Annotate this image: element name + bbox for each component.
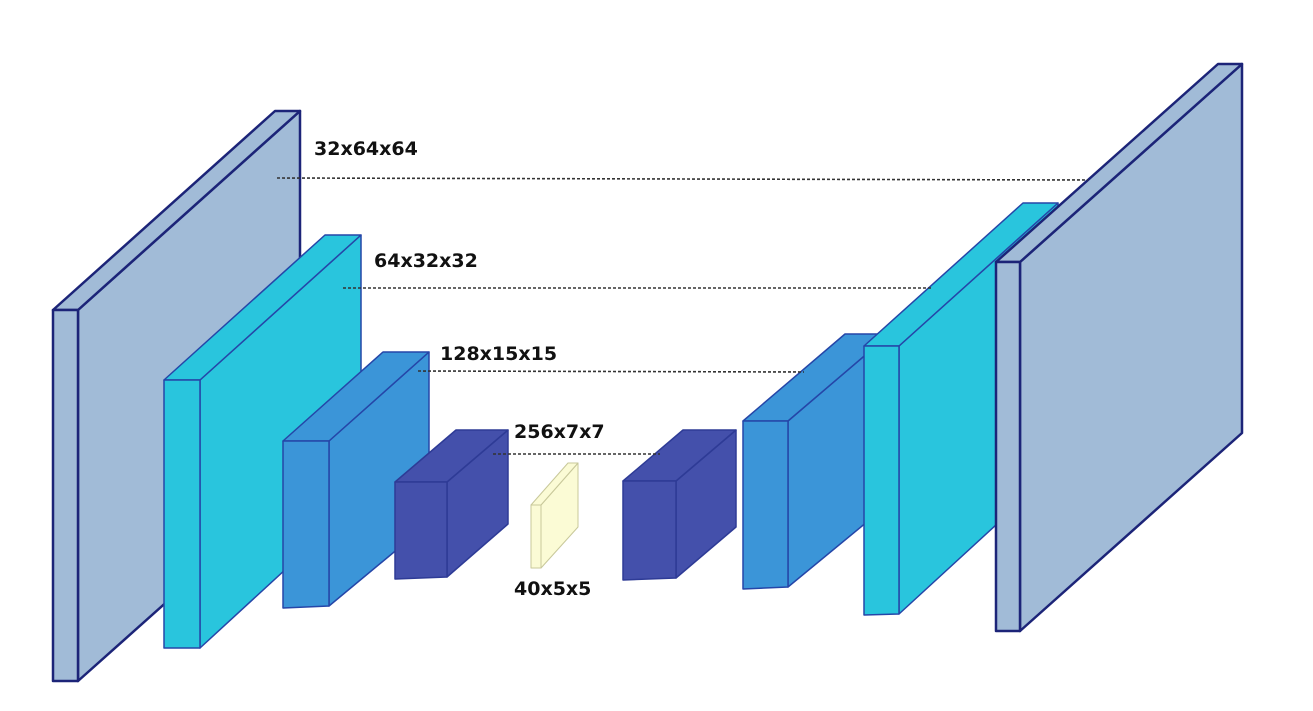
label-128x15x15: 128x15x15 (440, 343, 557, 365)
encoder-block-128-front (282, 440, 330, 609)
encoder-block-64-front (163, 379, 201, 649)
decoder-block-64-front (863, 345, 900, 616)
label-64x32x32: 64x32x32 (374, 250, 478, 272)
decoder-block-256-front (622, 480, 677, 581)
bottleneck-front (530, 504, 542, 569)
label-32x64x64: 32x64x64 (314, 138, 418, 160)
encoder-block-256-front (394, 481, 448, 580)
label-40x5x5: 40x5x5 (514, 578, 591, 600)
encoder-block-256x7x7 (394, 429, 509, 580)
label-256x7x7: 256x7x7 (514, 421, 605, 443)
encoder-block-32-front (51, 308, 80, 683)
decoder-block-256 (622, 429, 737, 581)
decoder-block-32-front (994, 260, 1022, 633)
bottleneck-block-40x5x5 (530, 462, 579, 569)
encoder-block-64x32x32 (163, 234, 362, 649)
decoder-block-32 (994, 62, 1244, 633)
skip-connection-128 (417, 370, 805, 373)
decoder-block-128-front (742, 420, 789, 590)
skip-connection-32 (276, 177, 1089, 181)
